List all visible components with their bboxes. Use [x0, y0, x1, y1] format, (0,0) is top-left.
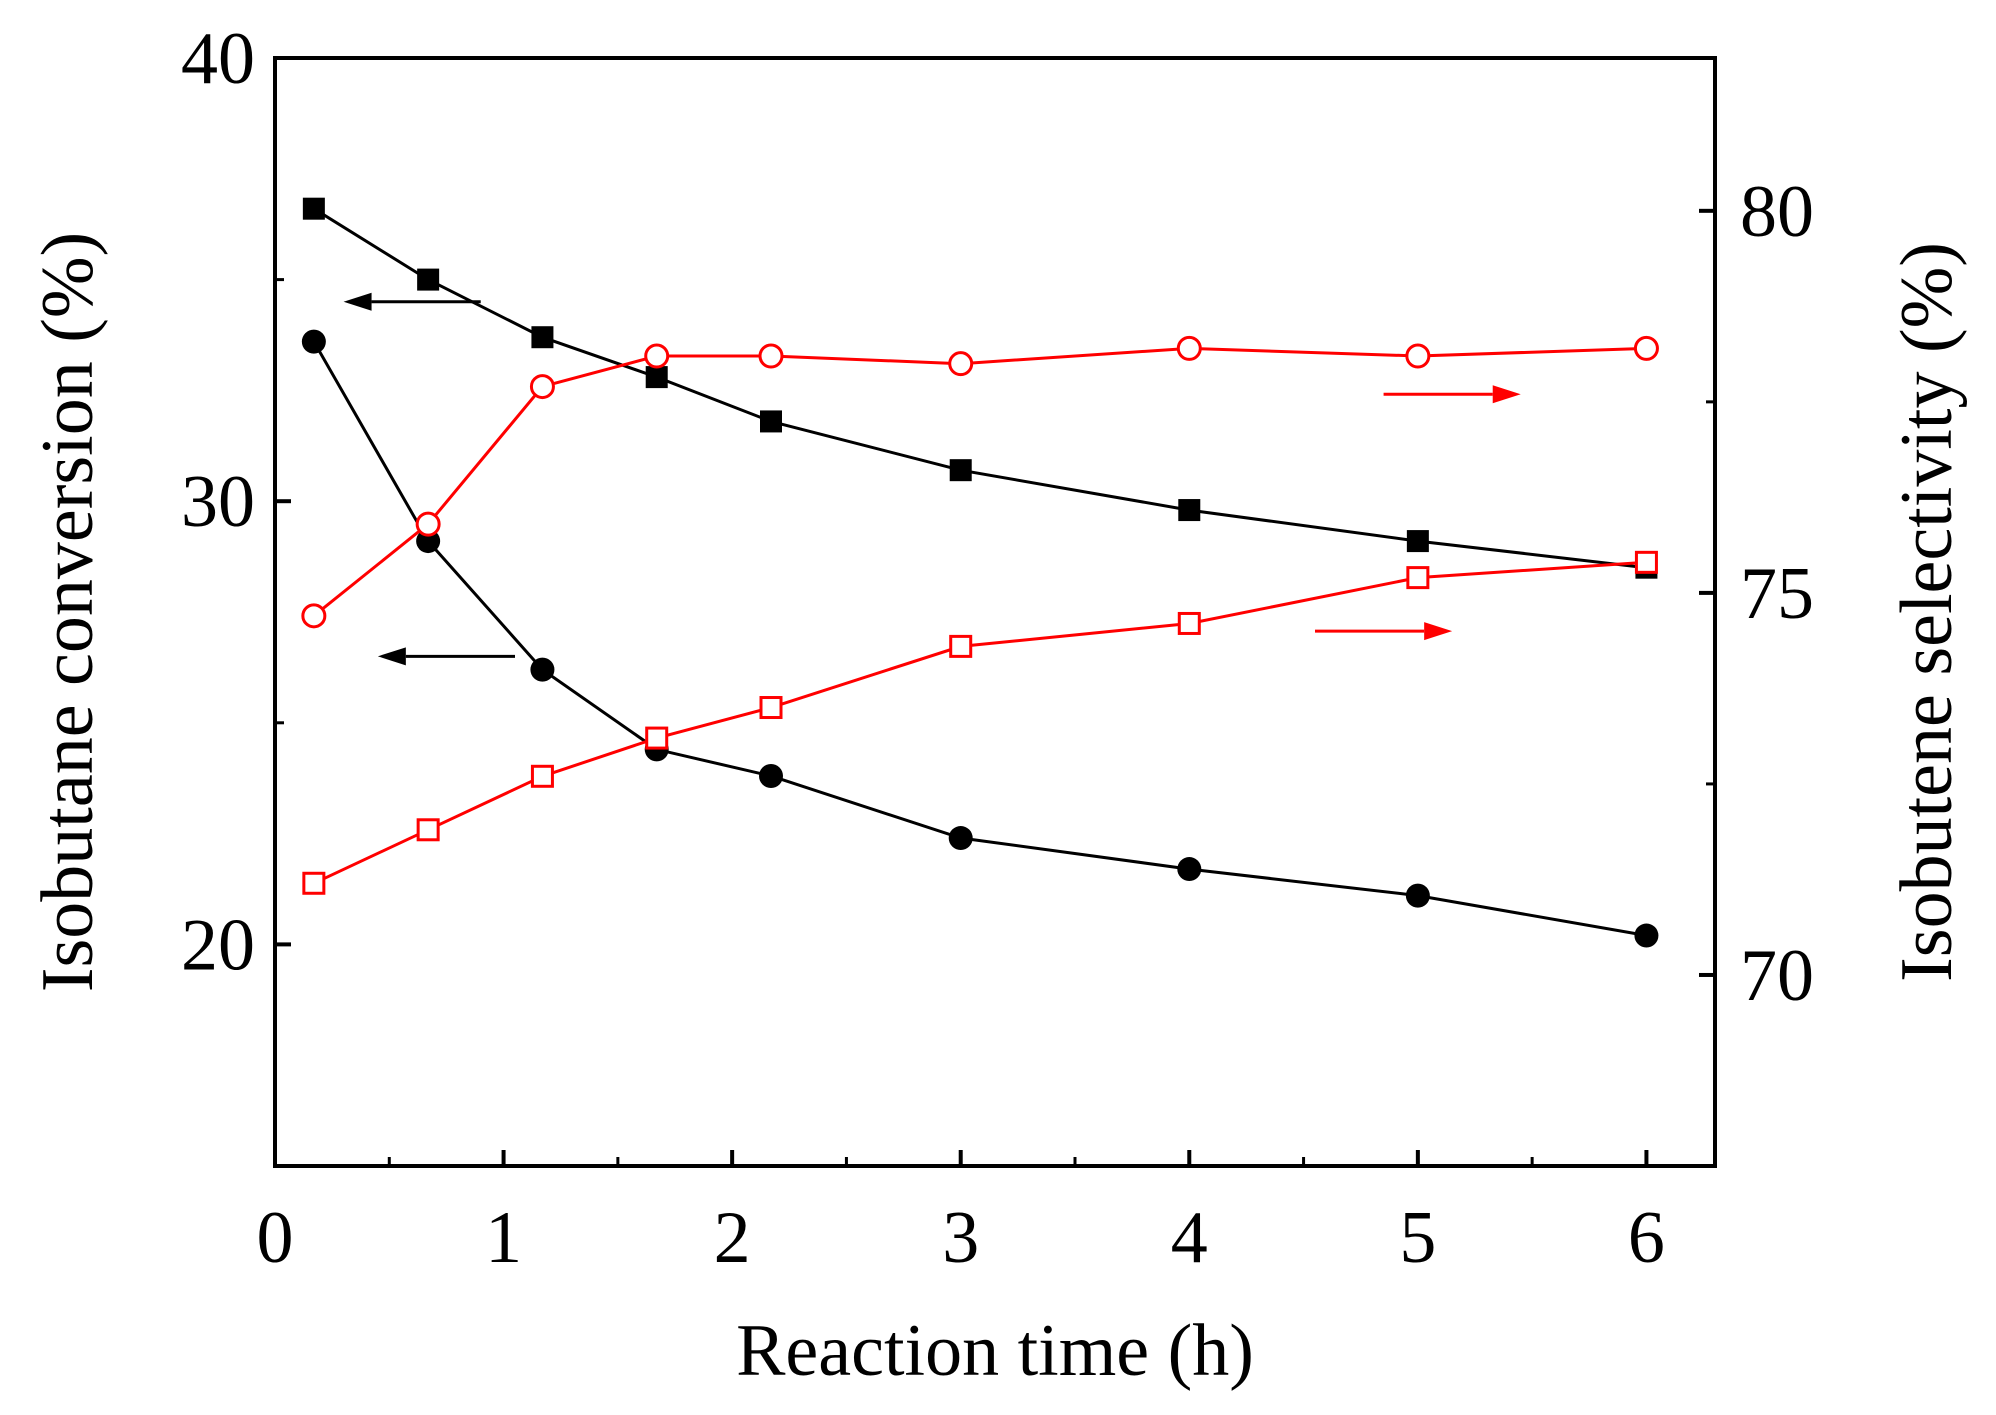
data-point-circle-open [948, 351, 974, 377]
data-point-circle-filled [948, 826, 973, 851]
axis-arrow-head [377, 647, 406, 666]
x-tick-label: 2 [714, 1197, 751, 1279]
data-point-circle-filled [1177, 857, 1202, 882]
series-line [312, 340, 1647, 937]
data-point-square-filled [531, 326, 554, 349]
data-point-square-open [1406, 566, 1430, 590]
y-left-tick-label: 30 [181, 461, 255, 543]
data-point-circle-open [529, 374, 555, 400]
data-point-circle-filled [530, 657, 555, 682]
data-point-square-filled [302, 197, 325, 220]
x-tick-label: 4 [1171, 1197, 1208, 1279]
y-left-tick-label: 40 [181, 18, 255, 100]
data-point-square-filled [645, 366, 668, 389]
data-point-square-open [530, 764, 554, 788]
x-axis: 0 1 2 3 4 5 6 [257, 1150, 1665, 1279]
data-point-square-open [759, 696, 783, 720]
y-axis-right-title: Isobutene selectivity (%) [1886, 242, 1968, 982]
axis-arrow-head [1492, 385, 1521, 404]
data-point-square-open [302, 871, 326, 895]
data-point-circle-filled [1405, 883, 1430, 908]
x-tick-label: 0 [257, 1197, 294, 1279]
data-point-square-open [949, 634, 973, 658]
data-point-square-filled [949, 459, 972, 482]
data-point-square-filled [1406, 530, 1429, 553]
y-right-tick-label: 80 [1740, 171, 1814, 253]
data-point-square-open [645, 726, 669, 750]
series-line [313, 207, 1647, 570]
y-right-tick-label: 75 [1740, 553, 1814, 635]
data-point-square-open [416, 818, 440, 842]
annotation-arrows [343, 292, 1521, 666]
y-axis-left: 20 30 40 [181, 18, 291, 1168]
y-axis-right: 70 75 80 [1699, 171, 1814, 1168]
data-point-circle-open [1176, 335, 1202, 361]
y-axis-left-title: Isobutane conversion (%) [27, 232, 109, 992]
axis-arrow-head [1424, 622, 1453, 641]
x-tick-label: 3 [942, 1197, 979, 1279]
data-point-circle-open [644, 343, 670, 369]
data-point-circle-open [758, 343, 784, 369]
y-left-tick-label: 20 [181, 904, 255, 986]
data-point-square-filled [1178, 499, 1201, 522]
plot-frame [273, 56, 1717, 1168]
data-point-circle-filled [301, 329, 326, 354]
x-tick-label: 1 [485, 1197, 522, 1279]
series-lines [312, 207, 1647, 937]
series-markers [301, 197, 1659, 948]
axis-arrow-head [343, 292, 372, 311]
x-tick-label: 5 [1399, 1197, 1436, 1279]
y-right-tick-label: 70 [1740, 935, 1814, 1017]
data-point-square-filled [417, 268, 440, 291]
data-point-circle-open [1405, 343, 1431, 369]
data-point-circle-filled [1634, 923, 1659, 948]
data-point-circle-open [1633, 335, 1659, 361]
x-axis-title: Reaction time (h) [736, 1310, 1254, 1392]
data-point-circle-open [301, 603, 327, 629]
data-point-square-open [1177, 611, 1201, 635]
data-point-circle-open [415, 511, 441, 537]
data-point-square-filled [760, 410, 782, 433]
data-point-square-open [1634, 550, 1658, 574]
x-tick-label: 6 [1628, 1197, 1665, 1279]
data-point-circle-filled [759, 763, 783, 788]
series-line [313, 560, 1647, 885]
